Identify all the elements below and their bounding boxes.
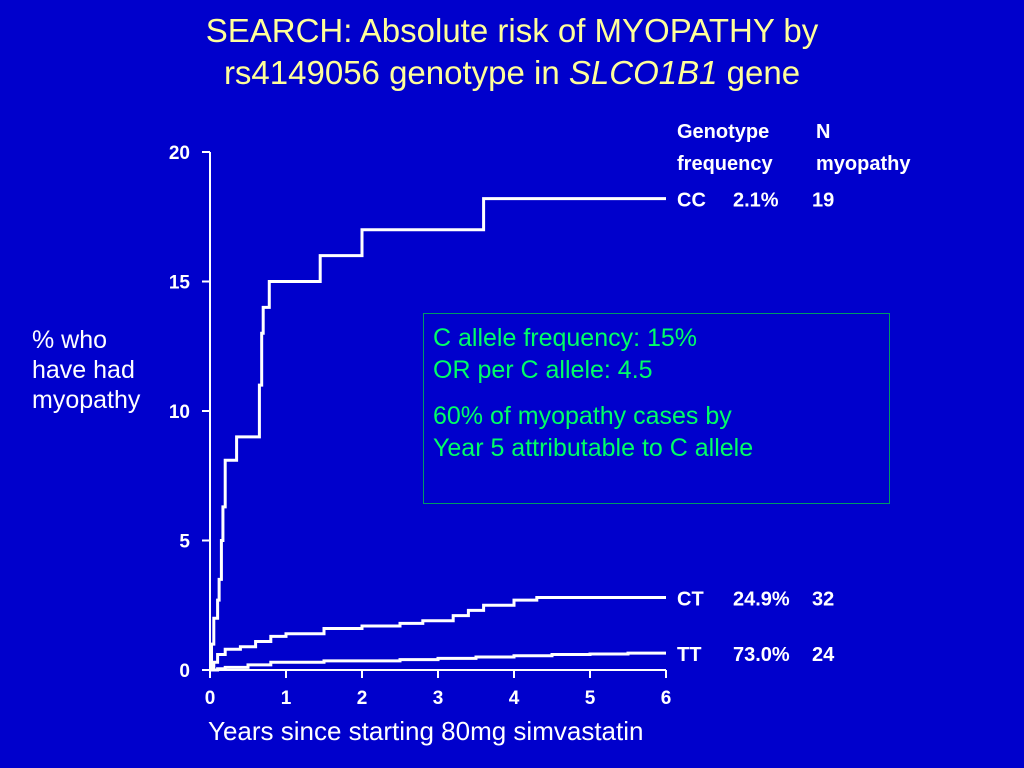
- y-axis-label-line-2: have had: [32, 356, 135, 384]
- legend-frequency-tt: 73.0%: [733, 644, 790, 666]
- x-axis-label: Years since starting 80mg simvastatin: [208, 716, 644, 746]
- y-axis-label: % who have had myopathy: [32, 325, 192, 415]
- info-odds-ratio: OR per C allele: 4.5: [433, 356, 653, 384]
- y-tick-label-0: 0: [179, 661, 190, 682]
- legend-n-cc: 19: [812, 190, 834, 212]
- info-allele-frequency: C allele frequency: 15%: [433, 324, 698, 352]
- legend-n-ct: 32: [812, 588, 834, 610]
- series-line-cc: [210, 197, 666, 672]
- legend-frequency-ct: 24.9%: [733, 588, 790, 610]
- y-tick-label-10: 10: [169, 402, 190, 423]
- title-line-2-suffix: gene: [717, 54, 801, 91]
- legend-header-myopathy: myopathy: [816, 153, 911, 175]
- x-tick-label-5: 5: [585, 688, 596, 709]
- legend-header-frequency: frequency: [677, 153, 773, 175]
- legend-genotype-tt: TT: [677, 644, 701, 666]
- info-attributable-line-1: 60% of myopathy cases by: [433, 402, 732, 430]
- legend-genotype-ct: CT: [677, 588, 704, 610]
- x-tick-label-3: 3: [433, 688, 444, 709]
- x-tick-label-6: 6: [661, 688, 672, 709]
- y-tick-label-5: 5: [179, 532, 190, 553]
- chart-lines: [210, 197, 666, 672]
- gene-name: SLCO1B1: [568, 54, 718, 91]
- legend-header-n: N: [816, 121, 830, 143]
- title-line-1: SEARCH: Absolute risk of MYOPATHY by: [205, 12, 819, 49]
- x-tick-label-2: 2: [357, 688, 368, 709]
- x-tick-label-1: 1: [281, 688, 292, 709]
- y-tick-label-15: 15: [169, 273, 191, 294]
- series-line-ct: [210, 595, 666, 672]
- y-tick-label-20: 20: [169, 143, 190, 164]
- title-line-2: rs4149056 genotype in SLCO1B1 gene: [0, 52, 1024, 94]
- legend-frequency-cc: 2.1%: [733, 190, 779, 212]
- info-attributable-line-2: Year 5 attributable to C allele: [433, 434, 754, 462]
- chart-axes: 0 5 10 15 20 0 1 2 3 4 5 6: [169, 143, 671, 709]
- x-tick-label-0: 0: [205, 688, 216, 709]
- title-line-2-prefix: rs4149056 genotype in: [223, 54, 569, 91]
- series-line-tt: [210, 651, 666, 672]
- slide-title: SEARCH: Absolute risk of MYOPATHY by rs4…: [0, 10, 1024, 94]
- y-axis-label-line-1: % who: [32, 326, 108, 354]
- x-tick-label-4: 4: [509, 688, 520, 709]
- legend-genotype-cc: CC: [677, 190, 706, 212]
- legend-n-tt: 24: [812, 644, 835, 666]
- legend-header-genotype: Genotype: [677, 121, 769, 143]
- y-axis-label-line-3: myopathy: [32, 386, 141, 414]
- stats-info-box: C allele frequency: 15% OR per C allele:…: [423, 313, 890, 504]
